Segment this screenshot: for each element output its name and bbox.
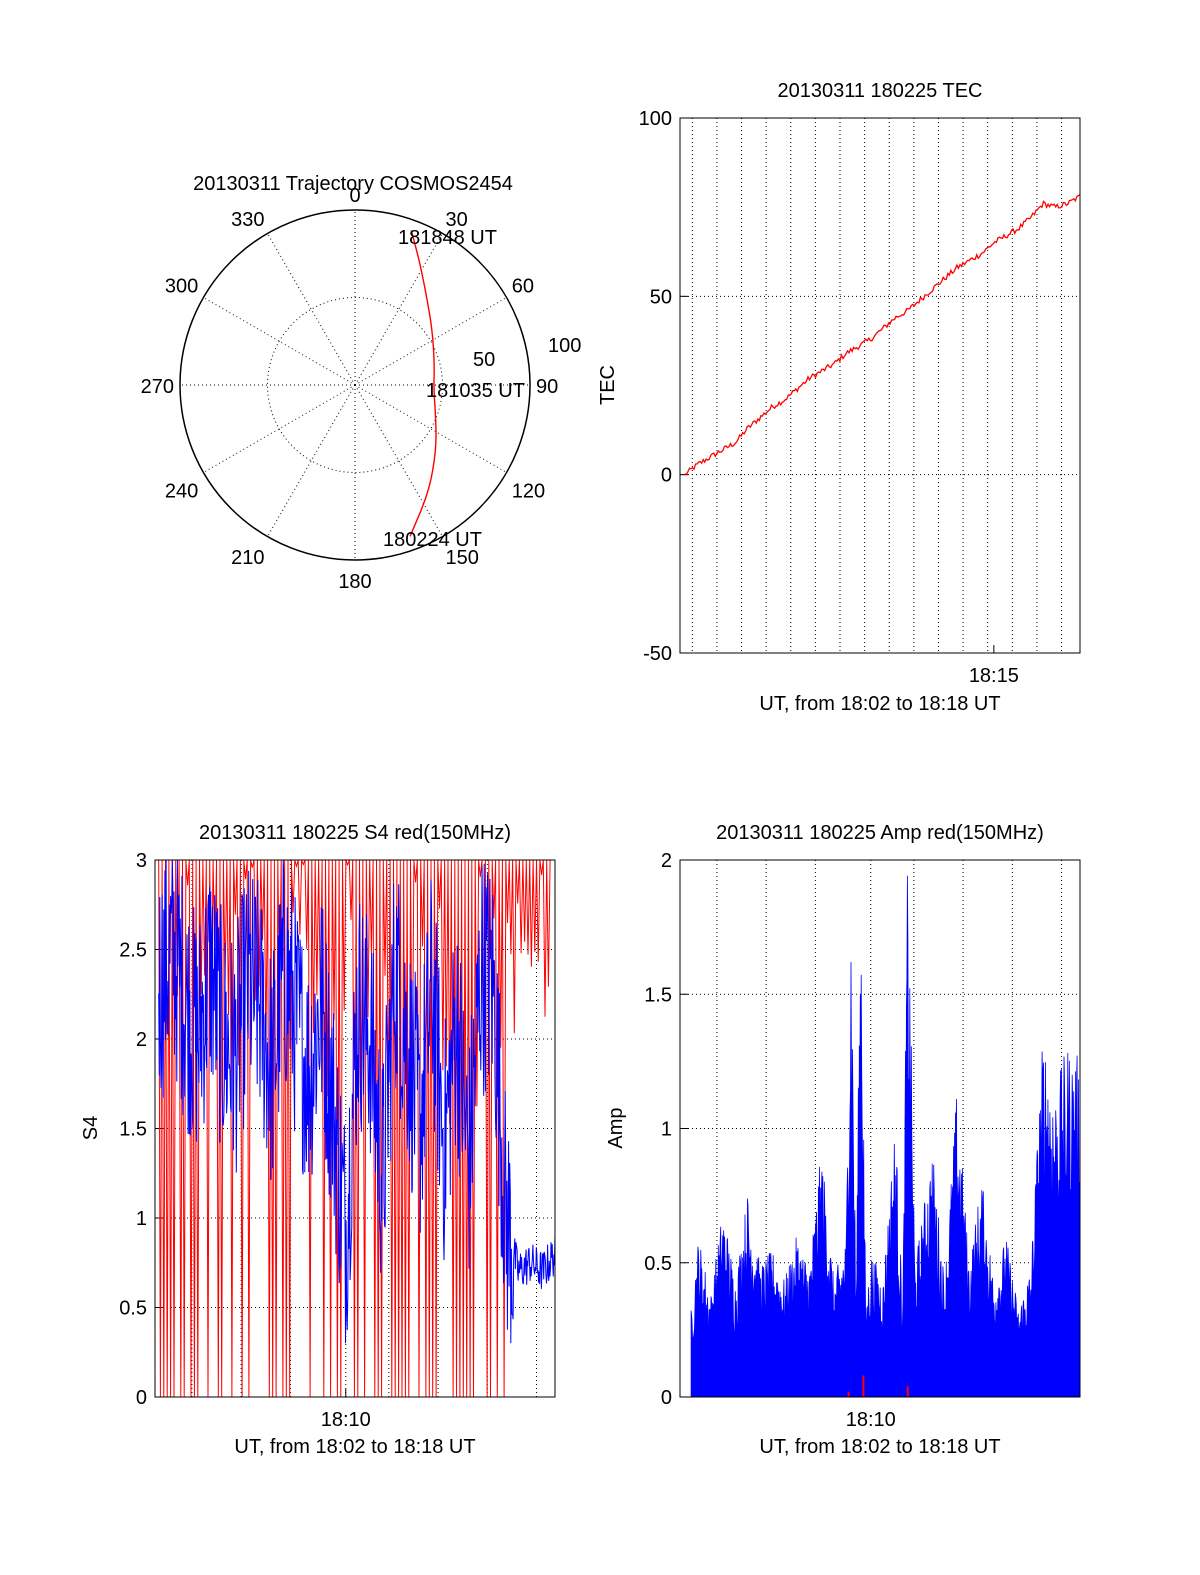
s4-y-tick-label: 0 [136,1387,147,1409]
s4-x-tick-label: 18:10 [321,1409,371,1431]
amp-x-tick-label: 18:10 [846,1409,896,1431]
amp-red-series [847,1375,909,1397]
satellite-track-line [409,230,437,537]
polar-azimuth-label: 60 [512,276,534,298]
amp-panel: 20130311 180225 Amp red(150MHz) 0 0.5 1 1.5… [605,822,1081,1458]
tec-y-tick-label: -50 [643,643,672,665]
s4-y-tick-label: 2.5 [119,940,147,962]
tec-title: 20130311 180225 TEC [778,80,983,102]
amp-y-tick-label: 1 [661,1119,672,1141]
polar-azimuth-label: 150 [446,547,479,569]
tec-y-tick-label: 50 [650,286,672,308]
amp-y-tick-label: 0 [661,1387,672,1409]
polar-radial-label-50: 50 [473,349,495,371]
amp-plot-frame [679,859,1081,1398]
polar-azimuth-label: 330 [231,209,264,231]
trajectory-title: 20130311 Trajectory COSMOS2454 [193,173,513,195]
tec-x-tick-label: 18:15 [969,665,1019,687]
s4-blue-series-line [158,859,556,1344]
tec-plot-frame [679,117,1081,654]
track-end-annotation: 180224 UT [383,529,482,551]
s4-y-tick-labels: 0 0.5 1 1.5 2 2.5 3 [119,850,147,1409]
amp-y-tick-label: 1.5 [644,984,672,1006]
amp-blue-series-area [690,875,1081,1398]
amp-y-tick-label: 0.5 [644,1253,672,1275]
polar-azimuth-label: 30 [446,209,468,231]
polar-azimuth-label: 210 [231,547,264,569]
polar-radial-label-100: 100 [548,335,581,357]
s4-plot-frame [154,859,556,1398]
polar-outer-circle [179,209,531,561]
s4-x-tick-labels: 18:10 [321,1389,371,1431]
amp-y-axis-label: Amp [605,1107,627,1148]
tec-y-tick-label: 0 [661,465,672,487]
polar-azimuth-label: 120 [512,481,545,503]
polar-azimuth-label: 0 [349,185,360,207]
tec-x-tick-labels: 18:15 [969,645,1019,687]
polar-grid-circle-50 [267,297,443,473]
track-middle-annotation: 181035 UT [426,380,525,402]
s4-panel: 20130311 180225 S4 red(150MHz) 0 0.5 1 1.5 2… [80,822,556,1458]
tec-series-line [684,194,1081,476]
polar-grid [179,209,531,561]
amp-y-tick-labels: 0 0.5 1 1.5 2 [644,850,672,1409]
amp-y-tick-label: 2 [661,850,672,872]
tec-y-tick-label: 100 [639,108,672,130]
amp-title: 20130311 180225 Amp red(150MHz) [716,822,1044,844]
track-start-annotation: 181848 UT [398,227,497,249]
tec-x-axis-label: UT, from 18:02 to 18:18 UT [759,693,1000,715]
s4-y-tick-label: 1.5 [119,1119,147,1141]
s4-y-tick-label: 3 [136,850,147,872]
polar-azimuth-label: 240 [165,481,198,503]
polar-azimuth-label: 90 [536,376,558,398]
polar-azimuth-label: 300 [165,276,198,298]
polar-azimuth-label: 270 [141,376,174,398]
s4-title: 20130311 180225 S4 red(150MHz) [199,822,511,844]
s4-x-axis-label: UT, from 18:02 to 18:18 UT [234,1436,475,1458]
amp-x-axis-label: UT, from 18:02 to 18:18 UT [759,1436,1000,1458]
tec-y-axis-label: TEC [597,365,619,405]
s4-y-tick-label: 2 [136,1029,147,1051]
s4-y-tick-label: 1 [136,1208,147,1230]
s4-y-tick-label: 0.5 [119,1298,147,1320]
trajectory-panel: 20130311 Trajectory COSMOS2454 0 30 60 90 12… [141,173,582,593]
tec-y-tick-labels: -50 0 50 100 [639,108,672,665]
s4-y-axis-label: S4 [80,1116,102,1140]
polar-azimuth-label: 180 [338,571,371,593]
polar-azimuth-labels: 0 30 60 90 120 150 180 210 240 270 300 330 [141,185,559,593]
